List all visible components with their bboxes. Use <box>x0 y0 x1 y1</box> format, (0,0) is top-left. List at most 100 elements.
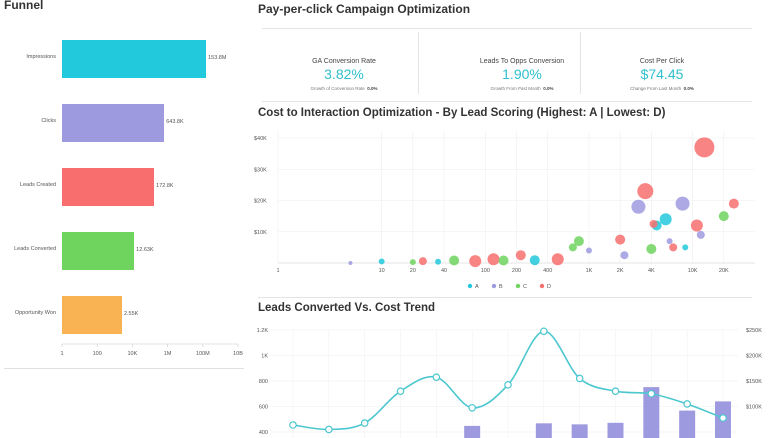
trend-left-tick-label: 600 <box>259 405 268 411</box>
kpi-value: 1.90% <box>502 66 542 82</box>
scatter-legend-label: B <box>499 284 503 290</box>
kpi-sub-label: Growth From Past Month <box>490 86 541 91</box>
kpi-sub: Change From Last Month 0.0% <box>582 86 742 91</box>
trend-line-point <box>540 327 548 336</box>
scatter-point <box>469 255 482 268</box>
scatter-point <box>669 243 678 252</box>
trend-line-point <box>611 387 620 396</box>
scatter-point <box>690 219 703 232</box>
trend-title: Leads Converted Vs. Cost Trend <box>258 302 436 314</box>
kpi-leads-to-opps: Leads To Opps Conversion 1.90% Growth Fr… <box>442 58 602 91</box>
trend-bar <box>679 410 696 438</box>
scatter-x-tick-label: 100 <box>481 268 490 274</box>
scatter-legend-label: C <box>523 284 527 290</box>
scatter-x-tick-label: 20K <box>719 268 729 274</box>
mid-divider <box>258 297 752 298</box>
left-divider <box>4 368 244 369</box>
scatter-point <box>568 243 577 252</box>
scatter-point <box>409 259 416 266</box>
scatter-point <box>551 253 564 266</box>
scatter-point <box>498 255 509 266</box>
scatter-point <box>631 199 646 214</box>
trend-line-point <box>504 381 512 389</box>
scatter-point <box>620 251 629 260</box>
funnel-bar <box>62 104 165 142</box>
funnel-value-label: 12.63K <box>136 247 154 253</box>
scatter-point <box>573 236 584 247</box>
scatter-point <box>666 238 673 245</box>
scatter-point <box>449 255 460 266</box>
trend-bar <box>571 424 588 438</box>
scatter-point <box>515 250 526 261</box>
funnel-axis: 1 100 10K 1M 100M 10B <box>60 343 243 357</box>
scatter-x-tick-label: 10K <box>688 268 698 274</box>
scatter-point <box>646 243 657 254</box>
trend-left-tick-label: 800 <box>259 379 268 385</box>
scatter-point <box>694 137 715 158</box>
scatter-title: Cost to Interaction Optimization - By Le… <box>258 107 666 119</box>
trend-line-point <box>325 425 333 434</box>
scatter-point <box>728 198 739 209</box>
scatter-y-tick-label: $40K <box>254 136 267 142</box>
scatter-legend-marker <box>491 283 497 289</box>
trend-line-point <box>396 387 405 396</box>
scatter-chart: 1 10 20 40 100 200 400 1K 2K 4K 10K 20K $40K $30K $20K… <box>254 132 755 290</box>
scatter-x-tick-label: 1K <box>586 268 593 274</box>
funnel-bar <box>62 296 122 334</box>
scatter-x-tick-label: 10 <box>379 268 385 274</box>
trend-right-tick-label: $100K <box>746 405 762 411</box>
funnel-bar <box>62 40 207 78</box>
funnel-value-label: 643.8K <box>166 119 184 125</box>
funnel-stage-label: Clicks <box>41 118 56 124</box>
kpi-sub-value: 0.0% <box>683 86 694 91</box>
funnel-stage-label: Leads Created <box>19 182 56 188</box>
trend-left-tick-label: 1K <box>261 354 268 360</box>
kpi-divider <box>418 32 419 94</box>
trend-line-point <box>683 400 691 408</box>
trend-right-tick-label: $250K <box>746 328 762 334</box>
trend-bar <box>643 387 660 438</box>
scatter-point <box>718 211 729 222</box>
funnel-stage-label: Opportunity Won <box>14 310 56 316</box>
scatter-point <box>418 257 427 266</box>
kpi-divider <box>580 32 581 94</box>
trend-bar <box>535 423 552 438</box>
kpi-sub-value: 0.0% <box>367 86 378 91</box>
scatter-point <box>682 244 689 251</box>
kpi-sub-label: Change From Last Month <box>630 86 682 91</box>
kpi-sub-value: 0.0% <box>543 86 554 91</box>
scatter-point <box>435 258 442 265</box>
funnel-value-label: 2.55K <box>123 311 139 317</box>
kpi-panel <box>262 28 752 102</box>
scatter-legend-marker <box>515 283 521 289</box>
scatter-point <box>637 183 654 200</box>
kpi-sub: Growth From Past Month 0.0% <box>442 86 602 91</box>
kpi-label: Cost Per Click <box>639 58 685 65</box>
funnel-value-label: 153.8M <box>208 55 227 61</box>
scatter-point <box>348 261 353 265</box>
scatter-x-tick-label: 4K <box>648 268 655 274</box>
funnel-stage-label: Impressions <box>26 54 56 60</box>
scatter-legend-label: A <box>475 284 479 290</box>
trend-right-tick-label: $150K <box>746 379 762 385</box>
scatter-point <box>529 255 540 266</box>
funnel-axis-tick-label: 100 <box>93 351 102 357</box>
scatter-legend-marker <box>467 283 473 289</box>
trend-left-tick-label: 400 <box>259 430 268 436</box>
funnel-stage-label: Leads Converted <box>14 246 56 252</box>
trend-chart: 1.2K 1K 800 600 400 $250K $200K $150K $100K <box>257 327 762 438</box>
funnel-bar <box>62 232 135 270</box>
scatter-x-tick-label: 40 <box>441 268 447 274</box>
scatter-point <box>615 234 626 245</box>
scatter-y-tick-label: $20K <box>254 199 267 205</box>
kpi-label: Leads To Opps Conversion <box>479 58 565 65</box>
trend-line-point <box>289 421 297 429</box>
funnel-title: Funnel <box>4 0 44 12</box>
funnel-axis-tick-label: 1 <box>60 351 63 357</box>
trend-left-tick-label: 1.2K <box>257 328 269 334</box>
scatter-legend-marker <box>539 283 545 289</box>
trend-line-point <box>468 403 476 412</box>
kpi-cost-per-click: Cost Per Click $74.45 Change From Last M… <box>582 58 742 91</box>
kpi-ga-conversion-rate: GA Conversion Rate 3.82% Growth of Conve… <box>264 58 424 91</box>
funnel-axis-tick-label: 100M <box>196 351 210 357</box>
